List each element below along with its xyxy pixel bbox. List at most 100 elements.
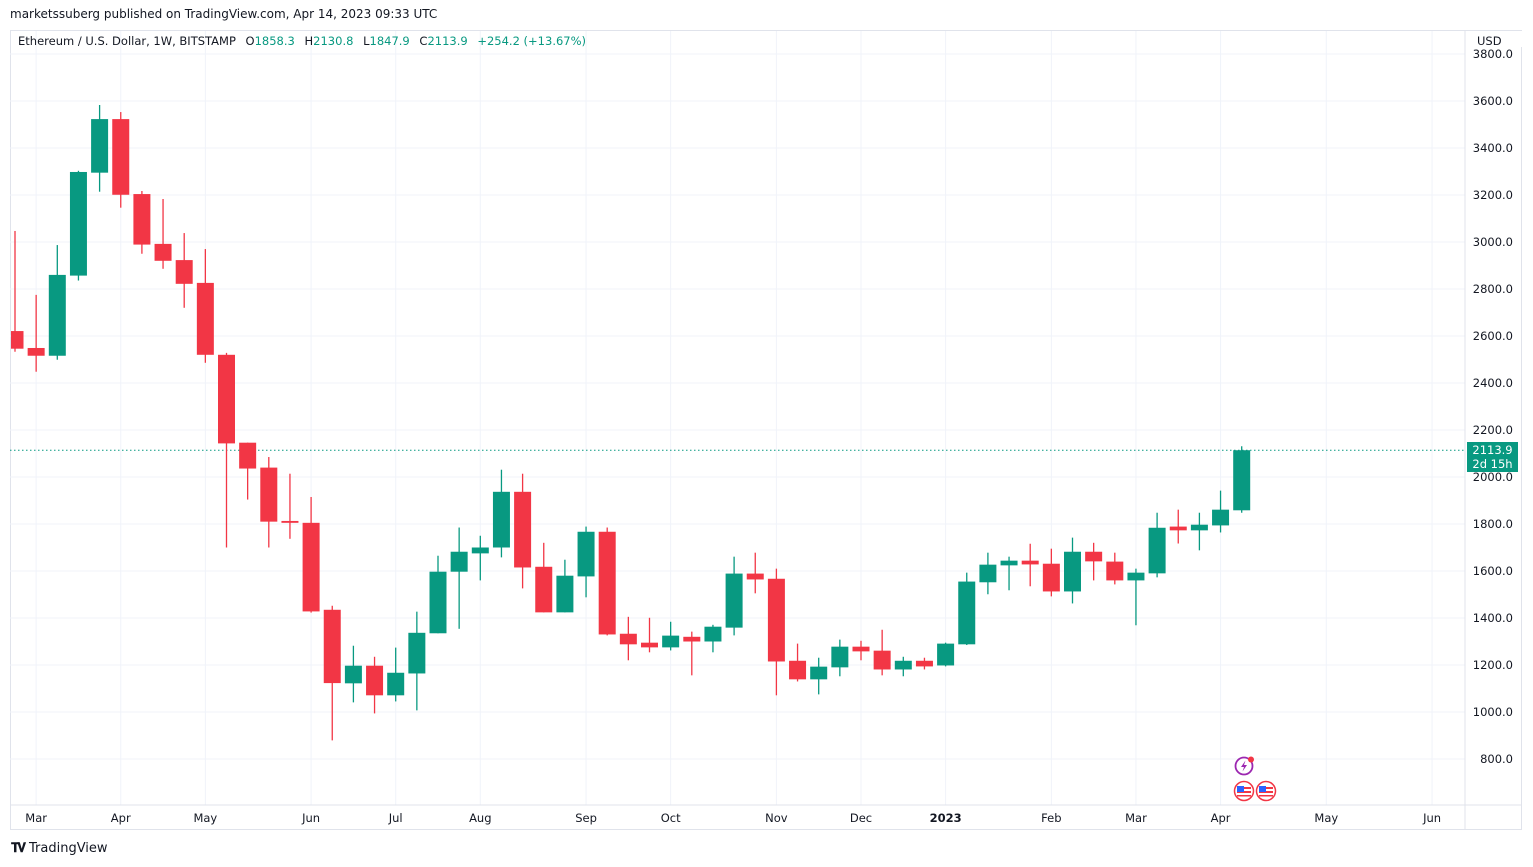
candle <box>260 457 278 548</box>
y-tick-label: 2000.0 <box>1473 470 1513 484</box>
candle-body <box>1148 527 1166 574</box>
symbol-legend: Ethereum / U.S. Dollar, 1W, BITSTAMP O18… <box>18 34 586 48</box>
y-tick-label: 1800.0 <box>1473 517 1513 531</box>
low-label: L <box>363 34 370 48</box>
candle-body <box>91 119 109 173</box>
publisher-line: marketssuberg published on TradingView.c… <box>10 7 438 21</box>
x-tick-label: Feb <box>1041 811 1061 825</box>
candle <box>450 527 468 629</box>
x-tick-label: Jun <box>301 811 320 825</box>
candle <box>873 629 891 676</box>
candle <box>979 552 997 595</box>
candle-body <box>619 633 637 645</box>
candle <box>958 572 976 646</box>
candle-body <box>175 260 193 284</box>
candle <box>725 556 743 636</box>
candle-body <box>323 609 341 684</box>
y-tick-label: 3000.0 <box>1473 235 1513 249</box>
y-tick-label: 2600.0 <box>1473 329 1513 343</box>
candle-body <box>154 243 172 261</box>
candle <box>810 657 828 695</box>
candle-body <box>683 636 701 642</box>
candle <box>48 245 66 360</box>
x-tick-label: 2023 <box>930 811 962 825</box>
candle <box>133 191 151 254</box>
candle <box>154 198 172 269</box>
candle-body <box>133 194 151 245</box>
candle <box>196 249 214 363</box>
x-tick-label: Apr <box>1211 811 1231 825</box>
candle <box>535 542 553 613</box>
us-flag-icon[interactable] <box>1233 780 1255 802</box>
candle-body <box>1190 524 1208 531</box>
candle-body <box>429 571 447 634</box>
us-flag-icon[interactable] <box>1255 780 1277 802</box>
candles <box>11 104 1251 741</box>
candle <box>556 559 574 613</box>
x-tick-label: Jun <box>1422 811 1441 825</box>
candle-body <box>366 665 384 696</box>
y-tick-label: 3400.0 <box>1473 141 1513 155</box>
candle-body <box>218 354 235 444</box>
y-tick-label: 1400.0 <box>1473 611 1513 625</box>
y-tick-label: 2800.0 <box>1473 282 1513 296</box>
candle-body <box>302 522 320 612</box>
y-tick-label: 2200.0 <box>1473 423 1513 437</box>
candle-body <box>789 660 807 680</box>
candle-body <box>408 632 426 674</box>
candle-body <box>27 347 45 356</box>
candle-body <box>112 119 130 195</box>
candle-body <box>1000 560 1018 566</box>
x-tick-label: Sep <box>575 811 597 825</box>
candle <box>387 647 405 702</box>
x-tick-label: Dec <box>850 811 872 825</box>
candle <box>1085 542 1103 581</box>
candle <box>1148 512 1166 578</box>
candle <box>91 104 109 192</box>
candle <box>175 233 193 308</box>
high-label: H <box>304 34 314 48</box>
candle-body <box>1021 560 1039 565</box>
candle <box>11 230 24 352</box>
y-tick-label: 1000.0 <box>1473 705 1513 719</box>
candle <box>366 656 384 714</box>
candle <box>598 527 616 636</box>
candle <box>662 621 680 651</box>
candle-body <box>1064 551 1081 592</box>
candle <box>323 605 341 741</box>
candle-body <box>69 171 87 276</box>
tradingview-logo-icon: 𝐓𝐕 <box>11 841 26 856</box>
candle <box>1042 548 1060 597</box>
candle-body <box>894 660 912 670</box>
y-tick-label: 3600.0 <box>1473 94 1513 108</box>
candle-body <box>450 551 468 572</box>
x-tick-label: Jul <box>388 811 403 825</box>
candle <box>112 112 130 208</box>
tradingview-logo[interactable]: 𝐓𝐕 TradingView <box>11 841 108 856</box>
candle-body <box>1085 551 1103 562</box>
candle <box>27 294 45 372</box>
candle-body <box>873 650 891 670</box>
candle <box>218 352 235 548</box>
x-tick-label: Nov <box>765 811 788 825</box>
candle-body <box>641 642 658 648</box>
price-axis: 800.0 1000.0 1200.0 1400.0 1600.0 1800.0 2000.… <box>1466 31 1522 766</box>
last-price-tag: 2113.9 2d 15h <box>1467 442 1518 472</box>
candle-body <box>662 635 680 648</box>
candle <box>344 645 362 703</box>
x-tick-label: Mar <box>25 811 47 825</box>
lightning-event-icon[interactable] <box>1233 755 1257 777</box>
candle-body <box>535 566 553 613</box>
time-axis: Mar Apr May Jun Jul Aug Sep Oct Nov Dec 2023 Feb Mar… <box>10 31 1522 830</box>
candle-body <box>1212 509 1230 526</box>
change-value: +254.2 (+13.67%) <box>477 34 587 48</box>
tradingview-logo-text: TradingView <box>29 841 108 856</box>
candle-body <box>704 626 722 642</box>
candle-body <box>48 274 66 356</box>
candle-body <box>1106 561 1124 581</box>
candle-body <box>1233 450 1251 511</box>
candle-body <box>810 666 828 680</box>
candle <box>514 473 532 589</box>
candle <box>894 656 912 677</box>
